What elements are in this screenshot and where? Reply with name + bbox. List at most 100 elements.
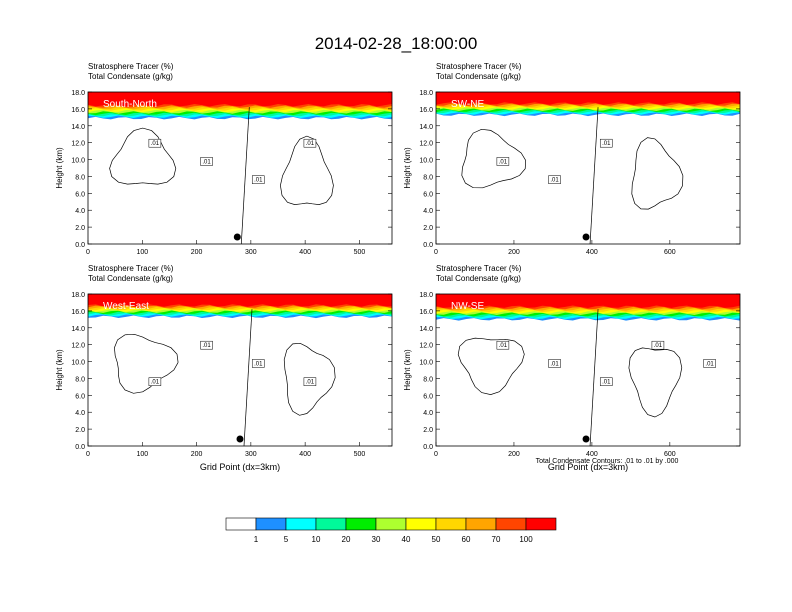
y-tick-label: 16.0 — [71, 107, 85, 114]
x-tick-label: 400 — [299, 249, 311, 256]
contour-label: .01 — [251, 175, 265, 184]
section-label: NW-SE — [451, 301, 484, 312]
x-tick-label: 200 — [191, 451, 203, 458]
colorbar-label: 5 — [284, 535, 289, 544]
colorbar-swatch — [285, 517, 317, 531]
y-tick-label: 14.0 — [419, 124, 433, 131]
plot-frame — [87, 91, 393, 245]
colorbar-swatch — [495, 517, 527, 531]
location-marker — [582, 435, 590, 443]
field-label: Stratosphere Tracer (%) — [88, 62, 174, 71]
y-tick-label: 8.0 — [423, 376, 433, 383]
condensate-contour — [457, 337, 525, 395]
condensate-contour — [589, 309, 599, 446]
y-axis-label: Height (km) — [55, 349, 64, 391]
field-label: Total Condensate (g/kg) — [436, 274, 521, 283]
figure-title: 2014-02-28_18:00:00 — [315, 34, 478, 53]
x-tick-label: 300 — [245, 249, 257, 256]
plot-frame — [435, 91, 741, 245]
condensate-contour — [114, 333, 179, 394]
y-tick-label: 2.0 — [423, 225, 433, 232]
x-tick-label: 600 — [664, 451, 676, 458]
y-tick-label: 10.0 — [71, 360, 85, 367]
colorbar-label: 50 — [432, 535, 441, 544]
x-tick-label: 0 — [86, 451, 90, 458]
contour-label: .01 — [251, 359, 265, 368]
y-tick-label: 4.0 — [423, 208, 433, 215]
contour-label: .01 — [496, 157, 510, 166]
panel-1: Stratosphere Tracer (%)Total Condensate … — [55, 62, 393, 256]
y-tick-label: 14.0 — [71, 124, 85, 131]
panel-2: Stratosphere Tracer (%)Total Condensate … — [403, 62, 741, 256]
tracer-band — [436, 92, 740, 105]
svg-text:.01: .01 — [254, 178, 263, 184]
colorbar-swatch — [345, 517, 377, 531]
condensate-contour — [461, 128, 527, 189]
colorbar-swatch — [435, 517, 467, 531]
tracer-band — [88, 92, 392, 107]
y-tick-label: 18.0 — [419, 292, 433, 299]
panel-4: Stratosphere Tracer (%)Total Condensate … — [403, 264, 741, 472]
y-tick-label: 10.0 — [71, 158, 85, 165]
y-tick-label: 0.0 — [423, 444, 433, 451]
y-tick-label: 12.0 — [71, 343, 85, 350]
x-tick-label: 200 — [508, 451, 520, 458]
x-tick-label: 400 — [586, 249, 598, 256]
x-tick-label: 100 — [136, 451, 148, 458]
field-label: Stratosphere Tracer (%) — [436, 62, 522, 71]
colorbar-label: 10 — [312, 535, 321, 544]
condensate-contour — [589, 107, 599, 244]
colorbar-label: 20 — [342, 535, 351, 544]
contour-label: .01 — [200, 340, 213, 350]
field-label: Stratosphere Tracer (%) — [88, 264, 174, 273]
condensate-contour — [243, 309, 253, 446]
y-tick-label: 2.0 — [423, 427, 433, 434]
svg-text:.01: .01 — [202, 159, 211, 165]
contour-label: .01 — [200, 157, 213, 166]
colorbar-label: 60 — [462, 535, 471, 544]
svg-text:.01: .01 — [602, 141, 611, 147]
svg-text:.01: .01 — [202, 343, 211, 349]
y-tick-label: 16.0 — [419, 309, 433, 316]
location-marker — [233, 233, 241, 241]
y-tick-label: 10.0 — [419, 158, 433, 165]
x-tick-label: 200 — [508, 249, 520, 256]
condensate-contour — [240, 107, 250, 244]
contour-label: .01 — [548, 175, 561, 184]
y-tick-label: 12.0 — [419, 141, 433, 148]
y-tick-label: 4.0 — [75, 208, 85, 215]
colorbar: 1 5 10 20 30 40 50 60 70 100 — [225, 517, 557, 544]
contour-label: .01 — [148, 377, 162, 386]
x-tick-label: 0 — [86, 249, 90, 256]
panel-3: Stratosphere Tracer (%)Total Condensate … — [55, 264, 393, 472]
y-tick-label: 8.0 — [75, 174, 85, 181]
y-tick-label: 4.0 — [75, 410, 85, 417]
x-tick-label: 500 — [354, 249, 366, 256]
colorbar-swatch — [405, 517, 437, 531]
condensate-contour — [109, 127, 177, 185]
svg-text:.01: .01 — [705, 361, 714, 367]
y-tick-label: 18.0 — [419, 90, 433, 97]
colorbar-swatch — [255, 517, 287, 531]
x-tick-label: 400 — [299, 451, 311, 458]
y-tick-label: 2.0 — [75, 225, 85, 232]
contour-label: .01 — [303, 138, 317, 148]
x-axis-label: Grid Point (dx=3km) — [548, 462, 628, 472]
x-tick-label: 300 — [245, 451, 257, 458]
condensate-contour — [283, 342, 336, 416]
y-tick-label: 14.0 — [419, 326, 433, 333]
y-axis-label: Height (km) — [403, 349, 412, 391]
y-axis-label: Height (km) — [55, 147, 64, 189]
condensate-contour — [280, 135, 334, 205]
x-tick-label: 500 — [354, 451, 366, 458]
x-tick-label: 600 — [664, 249, 676, 256]
colorbar-swatch — [465, 517, 497, 531]
y-tick-label: 16.0 — [71, 309, 85, 316]
plot-frame — [435, 293, 741, 447]
svg-text:.01: .01 — [550, 178, 559, 184]
contour-label: .01 — [703, 359, 716, 368]
y-tick-label: 16.0 — [419, 107, 433, 114]
contour-label: .01 — [548, 359, 561, 368]
location-marker — [582, 233, 590, 241]
tracer-band — [88, 294, 392, 307]
